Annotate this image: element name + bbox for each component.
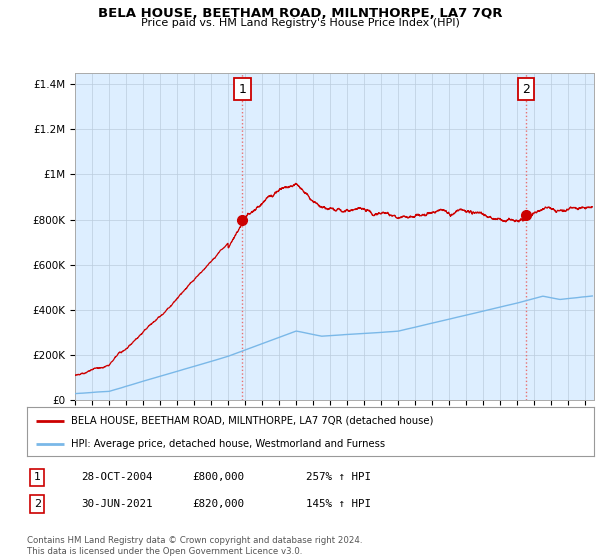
Text: 2: 2 [522,83,530,96]
Text: 2: 2 [34,499,41,509]
Text: 257% ↑ HPI: 257% ↑ HPI [306,472,371,482]
Text: 145% ↑ HPI: 145% ↑ HPI [306,499,371,509]
Text: 28-OCT-2004: 28-OCT-2004 [81,472,152,482]
Text: 1: 1 [238,83,246,96]
Text: Contains HM Land Registry data © Crown copyright and database right 2024.
This d: Contains HM Land Registry data © Crown c… [27,536,362,556]
Text: HPI: Average price, detached house, Westmorland and Furness: HPI: Average price, detached house, West… [71,439,385,449]
Text: 30-JUN-2021: 30-JUN-2021 [81,499,152,509]
Text: £820,000: £820,000 [192,499,244,509]
Text: BELA HOUSE, BEETHAM ROAD, MILNTHORPE, LA7 7QR (detached house): BELA HOUSE, BEETHAM ROAD, MILNTHORPE, LA… [71,416,434,426]
Text: BELA HOUSE, BEETHAM ROAD, MILNTHORPE, LA7 7QR: BELA HOUSE, BEETHAM ROAD, MILNTHORPE, LA… [98,7,502,20]
Text: 1: 1 [34,472,41,482]
Text: £800,000: £800,000 [192,472,244,482]
Text: Price paid vs. HM Land Registry's House Price Index (HPI): Price paid vs. HM Land Registry's House … [140,18,460,29]
